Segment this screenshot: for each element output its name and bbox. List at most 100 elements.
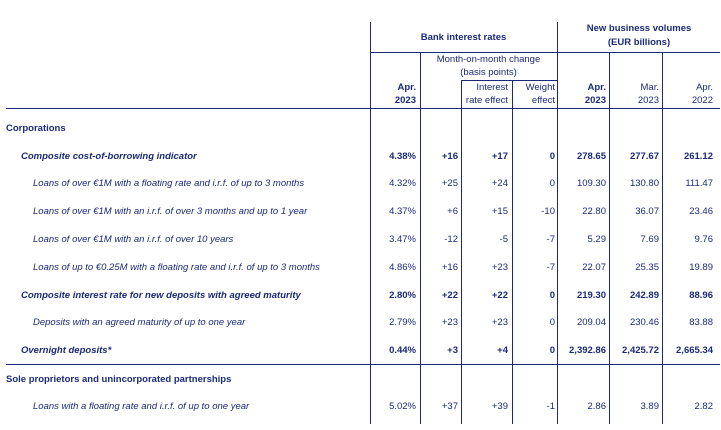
table-cell: 5.29	[587, 234, 607, 245]
table-cell: 277.67	[629, 151, 659, 162]
table-cell: 4.37%	[389, 206, 416, 217]
col7-header-line2: 2022	[691, 95, 713, 106]
col1-header-line1: Apr.	[397, 82, 416, 93]
header-divider	[461, 80, 557, 81]
row-label: Deposits with an agreed maturity of up t…	[33, 317, 246, 328]
table-cell: +22	[441, 290, 458, 301]
table-cell: 0	[549, 290, 555, 301]
volumes-header-line2: (EUR billions)	[607, 37, 671, 48]
bank-rates-header: Bank interest rates	[420, 32, 507, 43]
w-effect-header-line1: Weight	[525, 82, 555, 93]
table-cell: 219.30	[576, 290, 606, 301]
table-cell: 261.12	[683, 151, 713, 162]
grid-line	[461, 80, 462, 424]
table-cell: 2.86	[587, 401, 607, 412]
col7-header-line1: Apr.	[696, 82, 713, 93]
col6-header-line2: 2023	[637, 95, 659, 106]
col5-header-line2: 2023	[584, 95, 606, 106]
header-divider	[370, 52, 720, 53]
table-cell: 2.80%	[389, 290, 416, 301]
table-cell: 0	[549, 151, 555, 162]
table-cell: 4.32%	[389, 178, 416, 189]
ir-effect-header-line2: rate effect	[465, 95, 508, 106]
table-cell: -12	[444, 234, 458, 245]
table-cell: 209.04	[576, 317, 606, 328]
table-cell: 7.69	[640, 234, 660, 245]
table-cell: 0.44%	[389, 345, 416, 356]
table-cell: 0	[549, 345, 555, 356]
table-cell: +17	[491, 151, 508, 162]
grid-line	[420, 52, 421, 424]
w-effect-header-line2: effect	[531, 95, 555, 106]
table-cell: 242.89	[629, 290, 659, 301]
table-cell: +3	[447, 345, 458, 356]
row-label: Loans of up to €0.25M with a floating ra…	[33, 262, 320, 273]
volumes-header-line1: New business volumes	[586, 23, 692, 34]
col6-header-line1: Mar.	[640, 82, 659, 93]
table-cell: 230.46	[629, 317, 659, 328]
table-cell: +23	[491, 262, 508, 273]
table-cell: 3.47%	[389, 234, 416, 245]
grid-line	[662, 52, 663, 424]
table-cell: +25	[441, 178, 458, 189]
table-cell: +15	[491, 206, 508, 217]
table-cell: 4.86%	[389, 262, 416, 273]
mom-header-line2: (basis points)	[460, 67, 517, 78]
table-cell: 109.30	[576, 178, 606, 189]
table-cell: +23	[441, 317, 458, 328]
table-cell: 22.80	[582, 206, 606, 217]
table-cell: 88.96	[689, 290, 713, 301]
table-cell: +39	[491, 401, 508, 412]
grid-line	[512, 80, 513, 424]
grid-line	[370, 22, 371, 424]
col1-header-line2: 2023	[394, 95, 416, 106]
table-cell: 2,665.34	[676, 345, 713, 356]
table-cell: 3.89	[640, 401, 660, 412]
table-cell: 2.79%	[389, 317, 416, 328]
table-cell: +22	[491, 290, 508, 301]
table-cell: -1	[546, 401, 555, 412]
grid-line	[557, 22, 558, 424]
col5-header-line1: Apr.	[587, 82, 606, 93]
row-label: Composite interest rate for new deposits…	[21, 290, 301, 301]
section-corporations: Corporations	[6, 123, 66, 134]
grid-line	[609, 52, 610, 424]
row-label: Loans of over €1M with a floating rate a…	[33, 178, 305, 189]
table-cell: +16	[441, 262, 458, 273]
table-cell: 2.82	[694, 401, 714, 412]
table-cell: 4.38%	[389, 151, 416, 162]
table-cell: 9.76	[694, 234, 714, 245]
table-cell: 2,425.72	[622, 345, 659, 356]
table-cell: 111.47	[685, 178, 713, 189]
header-bottom-rule	[6, 108, 720, 109]
table-cell: 0	[549, 317, 555, 328]
table-cell: 19.89	[689, 262, 713, 273]
mom-header-line1: Month-on-month change	[436, 54, 541, 65]
ir-effect-header-line1: Interest	[476, 82, 508, 93]
row-label: Loans of over €1M with an i.r.f. of over…	[33, 234, 234, 245]
table-cell: 0	[549, 178, 555, 189]
row-label: Loans of over €1M with an i.r.f. of over…	[33, 206, 308, 217]
table-cell: 36.07	[635, 206, 659, 217]
row-label: Loans with a floating rate and i.r.f. of…	[33, 401, 250, 412]
table-cell: 2,392.86	[569, 345, 606, 356]
section-rule	[6, 364, 720, 365]
table-cell: -5	[499, 234, 508, 245]
table-cell: -10	[541, 206, 555, 217]
table-cell: 5.02%	[389, 401, 416, 412]
table-cell: 23.46	[689, 206, 713, 217]
table-cell: 25.35	[635, 262, 659, 273]
table-cell: 130.80	[629, 178, 659, 189]
section-sole-proprietors: Sole proprietors and unincorporated part…	[6, 374, 232, 385]
table-cell: 278.65	[576, 151, 606, 162]
table-cell: +23	[491, 317, 508, 328]
table-cell: +16	[441, 151, 458, 162]
table-cell: +37	[441, 401, 458, 412]
table-cell: -7	[546, 262, 555, 273]
table-cell: 83.88	[689, 317, 713, 328]
table-cell: +6	[447, 206, 458, 217]
row-label: Composite cost-of-borrowing indicator	[21, 151, 197, 162]
table-cell: +4	[497, 345, 508, 356]
table-cell: +24	[491, 178, 508, 189]
